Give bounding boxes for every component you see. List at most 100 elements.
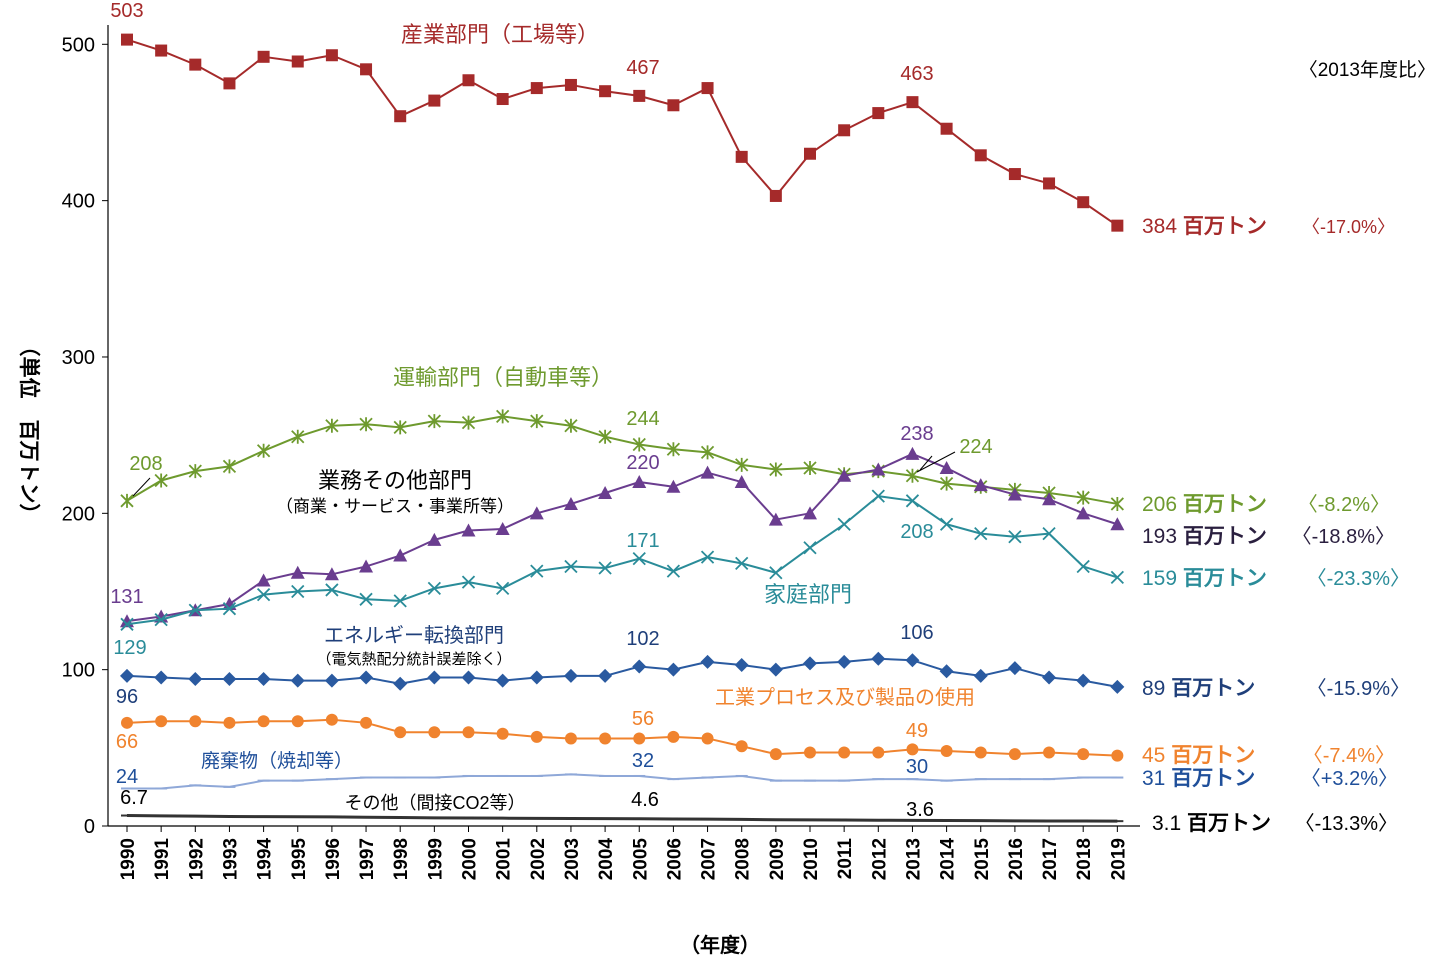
point-label: 106 (900, 622, 933, 644)
data-point (393, 548, 408, 562)
y-tick-label: 400 (62, 191, 95, 213)
data-point (1007, 487, 1022, 501)
ratio-label: 〈-13.3%〉 (1295, 813, 1398, 835)
data-point (804, 746, 816, 759)
end-label: 45 百万トン (1142, 744, 1255, 767)
data-point (1042, 492, 1057, 506)
data-point (1110, 496, 1124, 511)
data-point (256, 587, 271, 602)
x-tick-label: 1992 (186, 838, 207, 880)
data-point (120, 668, 134, 683)
data-point (121, 716, 133, 729)
point-label: 49 (906, 720, 928, 742)
data-point (905, 468, 920, 483)
series-line (127, 773, 1118, 790)
data-point (768, 662, 783, 677)
data-point (1111, 749, 1124, 762)
y-ticks: 0 100 200 300 400 500 (62, 34, 108, 838)
series-line (126, 38, 1118, 227)
end-value: 206 (1142, 493, 1177, 516)
y-tick-label: 200 (62, 503, 95, 525)
series-name: 業務その他部門 (318, 468, 472, 493)
data-point (530, 414, 544, 429)
data-point (324, 567, 339, 581)
data-point (598, 429, 612, 444)
data-point (462, 726, 475, 739)
point-label: 56 (632, 708, 654, 730)
data-point (734, 475, 749, 489)
data-point (837, 654, 852, 669)
point-label: 3.6 (906, 799, 934, 821)
x-tick-label: 1990 (118, 838, 139, 880)
data-point (701, 732, 714, 745)
data-point (393, 420, 407, 435)
ratio-label: 〈-15.9%〉 (1307, 678, 1410, 700)
series-process (121, 713, 1124, 762)
data-point (325, 713, 338, 726)
end-label: 193 百万トン (1142, 525, 1267, 548)
annotation-waste: 廃棄物（焼却等） 24 32 30 31 百万トン 〈+3.2%〉 (116, 750, 1398, 790)
point-label: 208 (129, 453, 162, 475)
annotation-transport: 運輸部門（自動車等） 208 244 224 206 百万トン 〈-8.2%〉 (129, 365, 1390, 516)
data-point (905, 446, 920, 460)
data-point (735, 556, 749, 570)
data-point (154, 473, 168, 488)
x-tick-label: 2008 (733, 838, 754, 880)
data-point (803, 656, 817, 671)
data-point (871, 489, 885, 503)
data-point (804, 147, 816, 160)
point-label: 6.7 (120, 787, 148, 809)
data-point (598, 485, 613, 499)
data-point (427, 581, 441, 595)
data-point (121, 33, 133, 46)
data-point (939, 517, 954, 531)
data-point (940, 744, 953, 757)
x-axis-label: （年度） (680, 933, 760, 957)
point-label: 129 (113, 637, 146, 659)
point-label: 220 (626, 452, 659, 474)
data-point (769, 566, 783, 580)
point-label: 102 (626, 628, 659, 650)
data-point (461, 523, 476, 537)
leader-line (916, 451, 956, 473)
end-unit: 百万トン (1171, 744, 1255, 767)
x-tick-label: 2006 (664, 838, 685, 880)
data-point (837, 517, 851, 531)
annotation-industry: 産業部門（工場等） 503 467 463 384 百万トン 〈-17.0%〉 (110, 0, 1395, 238)
data-point (735, 457, 749, 472)
leader-line (132, 477, 151, 497)
data-point (700, 654, 715, 669)
end-value: 3.1 (1152, 812, 1181, 835)
end-unit: 百万トン (1171, 677, 1255, 700)
data-point (256, 672, 271, 687)
data-point (462, 74, 475, 87)
data-point (291, 715, 304, 728)
data-point (837, 468, 852, 482)
data-point (1076, 559, 1090, 574)
data-point (598, 561, 612, 575)
y-tick-label: 300 (62, 347, 95, 369)
data-point (939, 664, 954, 679)
data-point (223, 716, 236, 729)
series-household (120, 489, 1124, 631)
data-point (939, 476, 954, 491)
data-point (769, 462, 783, 477)
end-label: 31 百万トン (1142, 767, 1255, 790)
data-point (973, 478, 988, 492)
series-name: その他（間接CO2等） (344, 793, 525, 813)
data-point (906, 743, 919, 756)
data-point (769, 748, 782, 761)
series-layer (120, 33, 1125, 823)
data-point (223, 77, 236, 90)
data-point (666, 479, 681, 493)
point-label: 238 (900, 423, 933, 445)
data-point (495, 521, 510, 535)
end-value: 193 (1142, 525, 1177, 548)
end-value: 31 (1142, 767, 1165, 790)
data-point (291, 429, 305, 444)
end-value: 45 (1142, 744, 1165, 767)
data-point (803, 460, 817, 475)
ratio-label: 〈-8.2%〉 (1298, 494, 1390, 516)
series-line (126, 415, 1118, 505)
